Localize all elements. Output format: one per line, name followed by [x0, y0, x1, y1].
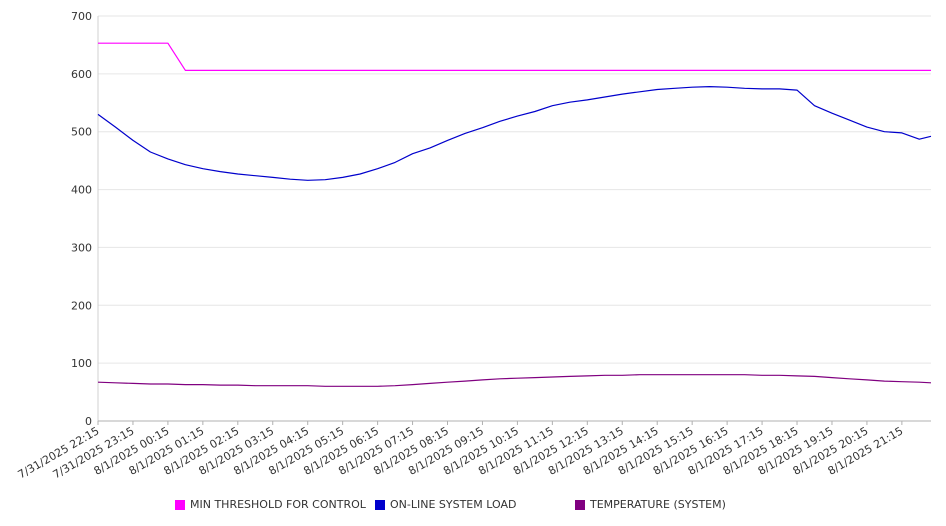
y-tick-label: 700	[71, 10, 92, 23]
legend-swatch-min-threshold	[175, 499, 185, 510]
y-tick-label: 600	[71, 68, 92, 81]
x-axis-tick-labels: 7/31/2025 22:157/31/2025 23:158/1/2025 0…	[16, 424, 906, 481]
legend-item-system-load[interactable]: ON-LINE SYSTEM LOAD	[375, 498, 516, 511]
series-line-temperature	[97, 374, 932, 387]
legend-label-min-threshold: MIN THRESHOLD FOR CONTROL	[190, 498, 366, 511]
legend-label-temperature: TEMPERATURE (SYSTEM)	[590, 498, 726, 511]
legend-label-system-load: ON-LINE SYSTEM LOAD	[390, 498, 517, 511]
legend-swatch-temperature	[575, 499, 585, 510]
axes	[97, 16, 931, 425]
gridlines	[98, 15, 931, 422]
y-tick-label: 100	[71, 357, 92, 370]
y-tick-label: 500	[71, 126, 92, 139]
y-tick-label: 400	[71, 184, 92, 197]
series-line-system-load	[97, 85, 932, 181]
legend-item-min-threshold[interactable]: MIN THRESHOLD FOR CONTROL	[175, 498, 366, 511]
y-tick-label: 0	[85, 415, 92, 428]
legend-swatch-system-load	[375, 499, 385, 510]
series-lines	[97, 42, 932, 387]
y-tick-label: 200	[71, 299, 92, 312]
legend: MIN THRESHOLD FOR CONTROL ON-LINE SYSTEM…	[0, 498, 946, 516]
legend-item-temperature[interactable]: TEMPERATURE (SYSTEM)	[575, 498, 726, 511]
y-tick-label: 300	[71, 241, 92, 254]
series-line-min-threshold	[98, 42, 931, 72]
y-axis-tick-labels: 0 100 200 300 400 500 600 700	[71, 10, 92, 428]
